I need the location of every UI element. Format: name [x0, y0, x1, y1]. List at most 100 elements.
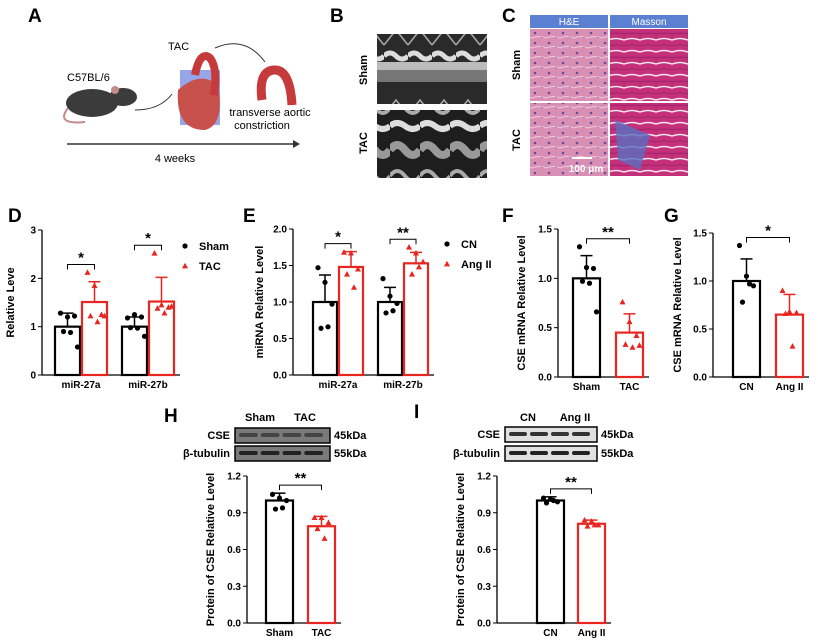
echo-image-tac	[377, 110, 487, 178]
data-point-circle	[279, 505, 286, 511]
data-point-circle	[315, 265, 321, 271]
blot-band	[260, 433, 280, 437]
aorta-illustration	[256, 65, 297, 106]
strain-label: C57BL/6	[67, 72, 110, 84]
data-point-triangle	[314, 525, 321, 532]
significance-bracket	[324, 243, 352, 249]
result-label-2: constriction	[234, 120, 290, 132]
y-tick-label: 1.5	[273, 261, 287, 272]
panel-label: A	[28, 6, 42, 27]
bar	[535, 499, 566, 625]
data-point-triangle	[416, 263, 422, 270]
blot-band	[304, 433, 323, 437]
row-label: Sham	[511, 50, 523, 80]
arrow-icon	[214, 43, 266, 63]
data-point-triangle	[348, 249, 354, 256]
panel-label: D	[8, 206, 22, 227]
fibrosis-region	[615, 120, 650, 170]
significance-bracket	[586, 238, 630, 244]
significance-stars: *	[145, 230, 151, 247]
significance-stars: *	[765, 222, 771, 239]
lane-label: Sham	[245, 412, 275, 424]
data-point-triangle	[182, 262, 188, 269]
blot-strip	[504, 445, 598, 462]
bar	[774, 313, 805, 379]
y-tick-label: 0.0	[477, 619, 491, 630]
band-label: β-tubulin	[453, 448, 500, 460]
y-tick-label: 3	[30, 226, 36, 237]
panel-a-schematic: A C57BL/6 TAC transverse aortic constric…	[28, 6, 311, 165]
y-tick-label: 1.5	[538, 225, 552, 236]
column-header: H&E	[559, 17, 580, 28]
row-label: Sham	[358, 55, 370, 85]
bar	[147, 300, 176, 377]
band-label: CSE	[207, 430, 230, 442]
bar	[264, 499, 295, 625]
data-point-circle	[64, 314, 71, 320]
procedure-label: TAC	[168, 41, 189, 53]
data-point-circle	[540, 495, 547, 501]
data-point-triangle	[325, 519, 332, 525]
y-tick-label: 1.0	[693, 277, 707, 288]
data-point-triangle	[633, 332, 640, 338]
y-axis-label: miRNA Relative Level	[254, 246, 266, 359]
data-point-circle	[329, 301, 335, 307]
bar	[311, 300, 339, 377]
y-tick-label: 0.5	[273, 334, 287, 345]
data-point-circle	[579, 278, 586, 284]
echo-image-sham	[377, 34, 487, 104]
charts: D 0 1 2 3 Relative Leve * miR-27a * miR-27b Sham TA…	[5, 206, 809, 639]
bar	[576, 522, 607, 625]
y-axis-label: CSE mRNA Relative Level	[516, 235, 528, 370]
x-tick-label: Sham	[266, 628, 293, 639]
data-point-circle	[276, 495, 283, 501]
data-point-triangle	[595, 521, 602, 528]
x-tick-label: CN	[543, 628, 557, 639]
heart-illustration	[177, 52, 220, 130]
data-point-triangle	[584, 523, 591, 529]
scale-bar-label: 100 μm	[569, 164, 604, 175]
duration-label: 4 weeks	[155, 153, 196, 165]
data-point-triangle	[581, 516, 588, 523]
data-point-circle	[124, 315, 131, 321]
data-point-triangle	[158, 301, 165, 308]
data-point-triangle	[626, 318, 633, 325]
data-point-circle	[272, 506, 279, 512]
data-point-triangle	[636, 342, 643, 348]
y-tick-label: 1.0	[273, 298, 287, 309]
data-point-circle	[586, 280, 593, 286]
data-point-circle	[318, 325, 324, 331]
blot-band	[260, 451, 280, 455]
panel-label: B	[330, 6, 344, 27]
data-point-circle	[74, 344, 81, 350]
significance-stars: **	[397, 224, 409, 241]
panel-label: F	[502, 206, 514, 227]
x-tick-label: Ang II	[776, 382, 804, 393]
x-tick-label: TAC	[620, 382, 640, 393]
significance-stars: **	[565, 474, 577, 491]
data-point-triangle	[619, 298, 626, 305]
data-point-circle	[322, 279, 328, 285]
blot-band	[509, 432, 527, 436]
y-tick-label: 0.9	[227, 508, 241, 519]
y-tick-label: 0.6	[477, 545, 491, 556]
data-point-circle	[543, 500, 550, 506]
y-axis-label: Protein of CSE Relative Level	[205, 473, 217, 626]
data-point-triangle	[98, 311, 105, 317]
data-point-triangle	[87, 312, 94, 319]
lane-label: TAC	[294, 412, 316, 424]
significance-stars: **	[602, 224, 614, 241]
data-point-triangle	[101, 312, 108, 319]
histology-image	[530, 29, 608, 101]
panel-c-histology: C H&E Masson 100 μm Sham TAC	[502, 6, 688, 176]
chart-panel-g: G 0.0 0.5 1.0 1.5 CSE mRNA Relative Level CN An…	[664, 206, 809, 393]
x-tick-label: Sham	[573, 382, 600, 393]
data-point-circle	[739, 299, 746, 305]
y-tick-label: 1.5	[693, 229, 707, 240]
x-tick-label: CN	[739, 382, 753, 393]
data-point-circle	[138, 314, 145, 320]
y-tick-label: 0.5	[538, 323, 552, 334]
data-point-circle	[325, 324, 331, 330]
y-tick-label: 2.0	[273, 225, 287, 236]
